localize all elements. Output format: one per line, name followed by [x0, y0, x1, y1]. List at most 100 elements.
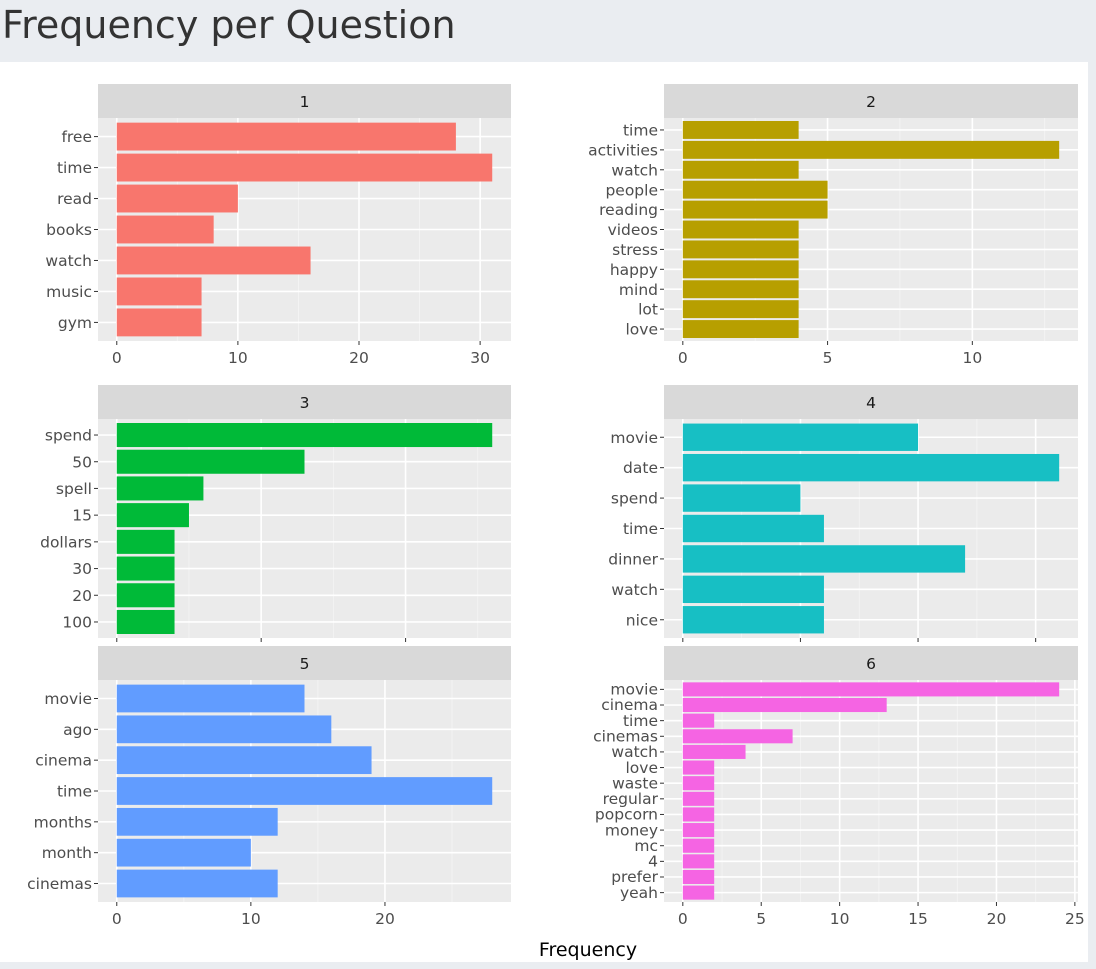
bar-lot — [682, 300, 799, 319]
x-tick-label: 25 — [1065, 910, 1085, 928]
bar-gym — [116, 308, 202, 337]
bar-activities — [682, 140, 1060, 159]
y-tick-label: cinemas — [27, 875, 92, 893]
x-tick-label: 0 — [678, 349, 688, 367]
bar-reading — [682, 200, 828, 219]
facet-strip-label: 5 — [300, 655, 310, 673]
y-tick-label: months — [34, 813, 92, 831]
x-tick-label: 0 — [678, 910, 688, 928]
y-tick-label: 100 — [62, 614, 92, 632]
bar-spell — [116, 476, 204, 501]
facet-strip — [664, 385, 1078, 419]
facet-panel-4: 4moviedatespendtimedinnerwatchnice051015 — [608, 385, 1078, 664]
bar-time — [682, 120, 799, 139]
y-tick-label: spell — [56, 480, 92, 498]
bar-100 — [116, 609, 175, 634]
bar-mind — [682, 280, 799, 299]
bar-prefer — [682, 869, 715, 885]
y-tick-label: date — [623, 459, 658, 477]
bar-30 — [116, 556, 175, 581]
facet-strip — [98, 84, 511, 118]
x-axis-title: Frequency — [539, 939, 637, 961]
y-tick-label: dinner — [608, 550, 658, 568]
y-tick-label: gym — [58, 314, 92, 332]
facet-strip — [98, 385, 511, 419]
y-tick-label: yeah — [620, 884, 658, 902]
bar-waste — [682, 776, 715, 791]
facet-panel-1: 1 free time read books watch music gym 0 10 20 30 — [45, 84, 511, 367]
facet-panel-5: 5 movie ago cinema time months month cinemas 0 10… — [27, 646, 511, 928]
y-tick-label: free — [61, 128, 92, 146]
y-tick-label: 4 — [648, 853, 658, 871]
bar-movie — [116, 684, 305, 713]
y-tick-label: watch — [45, 252, 92, 270]
bar-watch — [682, 160, 799, 179]
y-tick-label: love — [626, 321, 659, 339]
facet-strip-label: 3 — [300, 394, 310, 412]
y-tick-label: waste — [612, 774, 658, 792]
y-tick-label: time — [623, 122, 658, 140]
y-tick-label: movie — [610, 429, 658, 447]
y-tick-label: cinema — [601, 696, 658, 714]
bar-watch — [116, 246, 311, 275]
y-tick-label: ago — [63, 721, 92, 739]
bar-books — [116, 215, 214, 244]
y-tick-label: month — [42, 844, 92, 862]
bar-months — [116, 807, 278, 836]
y-tick-label: spend — [611, 490, 658, 508]
bar-yeah — [682, 885, 715, 900]
y-tick-label: happy — [610, 261, 658, 279]
x-tick-label: 30 — [470, 349, 490, 367]
x-tick-label: 5 — [823, 349, 833, 367]
y-tick-label: music — [46, 283, 92, 301]
y-tick-label: watch — [611, 161, 658, 179]
y-tick-label: spend — [45, 427, 92, 445]
y-tick-label: prefer — [611, 868, 658, 886]
bar-date — [682, 453, 1060, 482]
x-tick-label: 10 — [241, 910, 261, 928]
bar-time — [116, 153, 493, 182]
bar-movie — [682, 682, 1060, 697]
y-tick-label: cinemas — [593, 728, 658, 746]
y-tick-label: 50 — [72, 453, 92, 471]
y-tick-label: people — [605, 181, 658, 199]
bar-music — [116, 277, 202, 306]
facet-strip-label: 4 — [866, 394, 876, 412]
x-tick-label: 20 — [375, 910, 395, 928]
bar-50 — [116, 449, 305, 474]
bar-cinema — [682, 697, 887, 713]
bar-4 — [682, 854, 715, 869]
bar-love — [682, 320, 799, 339]
facet-strip — [664, 646, 1078, 680]
page-title: Frequency per Question — [2, 3, 456, 47]
y-tick-label: movie — [610, 681, 658, 699]
y-tick-label: movie — [44, 690, 92, 708]
y-tick-label: books — [46, 221, 92, 239]
y-tick-label: cinema — [35, 752, 92, 770]
facet-strip-label: 1 — [300, 93, 310, 111]
bar-ago — [116, 715, 332, 744]
bar-cinemas — [682, 729, 793, 744]
y-tick-label: time — [623, 712, 658, 730]
facet-strip — [664, 84, 1078, 118]
bar-popcorn — [682, 807, 715, 822]
facet-strip — [98, 646, 511, 680]
facet-panel-3: 3spend50spell15dollars302010001020 — [40, 385, 511, 664]
y-tick-label: watch — [611, 743, 658, 761]
bar-stress — [682, 240, 799, 259]
y-tick-label: regular — [603, 790, 659, 808]
x-tick-label: 10 — [962, 349, 982, 367]
bar-spend — [116, 423, 493, 448]
x-tick-label: 10 — [830, 910, 850, 928]
y-tick-label: dollars — [40, 533, 92, 551]
y-tick-label: 15 — [72, 507, 92, 525]
x-tick-label: 0 — [112, 910, 122, 928]
bar-month — [116, 838, 251, 867]
y-tick-label: activities — [588, 141, 658, 159]
x-tick-label: 20 — [349, 349, 369, 367]
y-tick-label: reading — [599, 201, 658, 219]
bar-love — [682, 760, 715, 775]
facet-strip-label: 2 — [866, 93, 876, 111]
y-tick-label: videos — [608, 221, 658, 239]
y-tick-label: love — [626, 759, 659, 777]
